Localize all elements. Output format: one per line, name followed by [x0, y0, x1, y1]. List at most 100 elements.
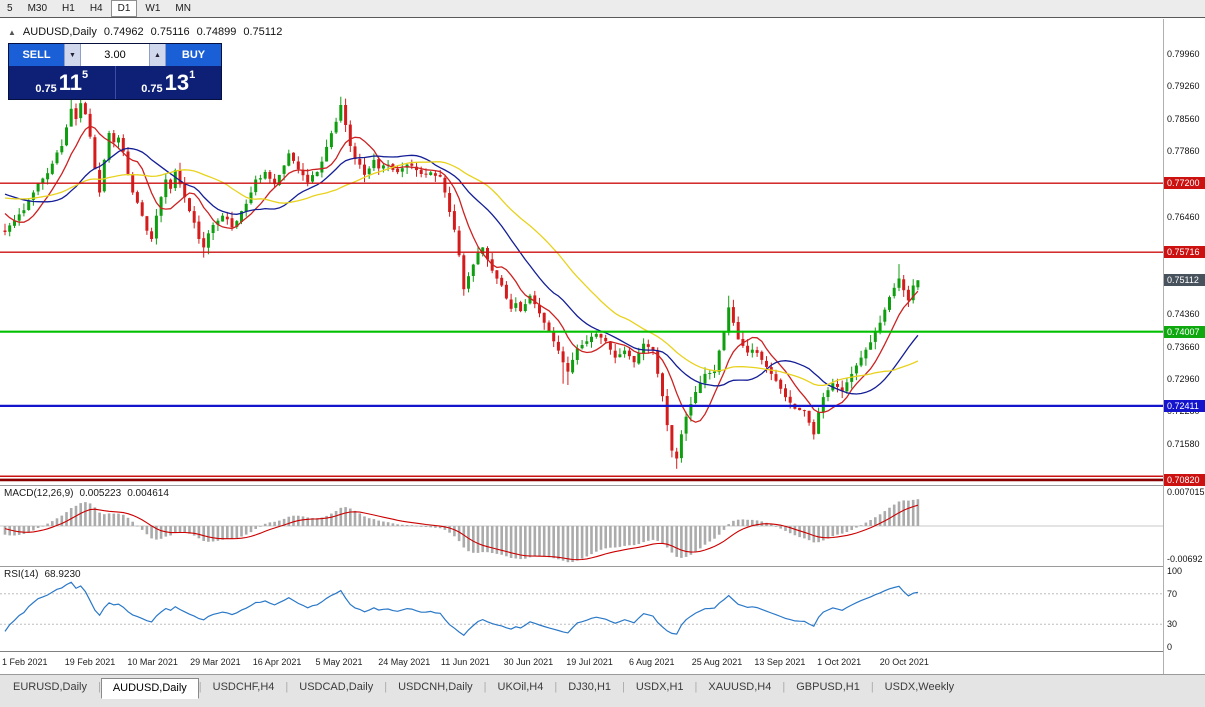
- chart-tab-usdx-weekly[interactable]: USDX,Weekly: [884, 681, 955, 693]
- macd-axis-label: 0.007015: [1167, 487, 1205, 498]
- lot-size-input[interactable]: [81, 44, 149, 66]
- chart-tab-dj30-h1[interactable]: DJ30,H1: [568, 681, 611, 693]
- price-axis-label: 0.78560: [1167, 113, 1200, 124]
- sell-price-sup: 5: [82, 69, 89, 81]
- chart-tab-xauusd-h4[interactable]: XAUUSD,H4: [708, 681, 772, 693]
- price-level-tag[interactable]: 0.72411: [1164, 399, 1205, 412]
- tab-separator: |: [622, 681, 625, 693]
- date-label: 1 Feb 2021: [2, 657, 48, 667]
- chart-tabs: EURUSD,Daily | AUDUSD,Daily | USDCHF,H4 | USDC…: [0, 674, 1205, 707]
- timeframe-button-mn[interactable]: MN: [168, 0, 198, 17]
- tab-separator: |: [483, 681, 487, 693]
- sell-price-prefix: 0.75: [35, 83, 57, 95]
- sell-price-big: 11: [58, 70, 83, 95]
- chart-symbol-label: AUDUSD,Daily: [22, 26, 97, 38]
- tab-separator: |: [285, 681, 289, 693]
- price-axis-label: 0.71580: [1167, 438, 1200, 449]
- timeframe-button-w1[interactable]: W1: [138, 0, 168, 17]
- timeframe-toolbar: 5 M30 H1 H4 D1 W1 MN: [0, 0, 1205, 18]
- rsi-axis-label: 100: [1167, 566, 1183, 576]
- date-label: 24 May 2021: [378, 657, 431, 667]
- tab-separator: |: [554, 681, 558, 693]
- tab-separator: |: [870, 681, 874, 693]
- tab-separator: |: [384, 681, 388, 693]
- date-label: 5 May 2021: [315, 657, 363, 667]
- rsi-axis-label: 0: [1167, 642, 1173, 652]
- buy-price[interactable]: 0.75 13 1: [114, 66, 222, 99]
- lot-decrease-button[interactable]: ▼: [64, 44, 81, 66]
- timeframe-button-d1[interactable]: D1: [110, 0, 138, 17]
- collapse-arrow-icon[interactable]: ▲: [8, 27, 16, 37]
- chart-tab-audusd-daily[interactable]: AUDUSD,Daily: [100, 678, 199, 699]
- panel-separator[interactable]: [0, 566, 1205, 567]
- panel-separator[interactable]: [0, 485, 1205, 486]
- timeframe-button-m30[interactable]: M30: [20, 0, 55, 17]
- tab-separator: |: [97, 681, 101, 693]
- ohlc-low: 0.74899: [196, 26, 237, 38]
- date-label: 25 Aug 2021: [691, 657, 743, 667]
- rsi-value: 68.9230: [44, 569, 81, 580]
- date-label: 30 Jun 2021: [503, 657, 554, 667]
- macd-axis-label: -0.00692: [1167, 554, 1203, 565]
- price-level-tag[interactable]: 0.77200: [1164, 177, 1205, 190]
- ohlc-high: 0.75116: [150, 26, 190, 38]
- time-axis: 1 Feb 2021 19 Feb 2021 10 Mar 2021 29 Mar 2…: [0, 652, 1163, 674]
- tab-separator: |: [198, 681, 202, 693]
- price-axis-label: 0.77860: [1167, 146, 1200, 157]
- chart-tab-usdchf-h4[interactable]: USDCHF,H4: [212, 681, 275, 693]
- date-label: 29 Mar 2021: [190, 657, 241, 667]
- ohlc-open: 0.74962: [103, 26, 144, 38]
- chart-tab-usdcnh-daily[interactable]: USDCNH,Daily: [398, 681, 473, 693]
- date-label: 11 Jun 2021: [440, 657, 490, 667]
- date-label: 13 Sep 2021: [754, 657, 806, 667]
- timeframe-button-h1[interactable]: H1: [55, 0, 82, 17]
- buy-price-big: 13: [164, 70, 190, 95]
- date-label: 6 Aug 2021: [629, 657, 675, 667]
- price-level-tag[interactable]: 0.75716: [1164, 246, 1205, 259]
- time-axis-separator: [0, 651, 1205, 652]
- buy-price-sup: 1: [189, 69, 196, 81]
- chart-window: ▲ AUDUSD,Daily 0.74962 0.75116 0.74899 0…: [0, 19, 1205, 674]
- price-level-tag[interactable]: 0.75112: [1164, 274, 1205, 287]
- date-label: 16 Apr 2021: [252, 657, 302, 667]
- price-axis-label: 0.79260: [1167, 81, 1200, 92]
- chart-tab-usdx-h1[interactable]: USDX,H1: [635, 681, 684, 693]
- date-label: 1 Oct 2021: [817, 657, 862, 667]
- price-chart[interactable]: [0, 19, 1163, 485]
- rsi-label: RSI(14) 68.9230: [4, 569, 81, 580]
- macd-label: MACD(12,26,9) 0.005223 0.004614: [4, 488, 169, 499]
- rsi-axis-label: 70: [1167, 588, 1178, 599]
- tab-separator: |: [694, 681, 698, 693]
- price-level-tag[interactable]: 0.70820: [1164, 473, 1205, 486]
- timeframe-button-5[interactable]: 5: [0, 0, 20, 17]
- buy-button[interactable]: BUY: [166, 44, 221, 66]
- buy-price-prefix: 0.75: [141, 83, 163, 95]
- chart-tab-usdcad-daily[interactable]: USDCAD,Daily: [299, 681, 374, 693]
- timeframe-button-h4[interactable]: H4: [82, 0, 110, 17]
- rsi-axis-label: 30: [1167, 619, 1178, 630]
- trade-controls-row: SELL ▼ ▲ BUY: [9, 44, 221, 66]
- ohlc-close: 0.75112: [243, 26, 283, 38]
- price-axis-label: 0.73660: [1167, 341, 1200, 352]
- lot-increase-button[interactable]: ▲: [149, 44, 166, 66]
- price-axis-label: 0.76460: [1167, 211, 1200, 222]
- chart-tab-ukoil-h4[interactable]: UKOil,H4: [497, 681, 544, 693]
- sell-price[interactable]: 0.75 11 5: [9, 66, 115, 99]
- chart-tab-gbpusd-h1[interactable]: GBPUSD,H1: [796, 681, 860, 693]
- macd-main-value: 0.005223: [79, 488, 122, 499]
- tab-separator: |: [782, 681, 786, 693]
- date-label: 20 Oct 2021: [879, 657, 929, 667]
- price-axis: 0.79960 0.79260 0.78560 0.77860 0.76460 0.743…: [1163, 19, 1205, 674]
- chart-tab-eurusd-daily[interactable]: EURUSD,Daily: [13, 681, 87, 693]
- macd-signal-value: 0.004614: [127, 488, 169, 499]
- date-label: 19 Feb 2021: [64, 657, 116, 667]
- one-click-trading-panel: SELL ▼ ▲ BUY 0.75 11 5 0.75 13 1: [8, 43, 222, 100]
- trade-prices-row: 0.75 11 5 0.75 13 1: [9, 66, 221, 99]
- macd-panel[interactable]: [0, 486, 1163, 566]
- rsi-panel[interactable]: [0, 567, 1163, 651]
- sell-button[interactable]: SELL: [9, 44, 64, 66]
- macd-name: MACD(12,26,9): [4, 488, 74, 499]
- date-label: 10 Mar 2021: [127, 657, 178, 667]
- price-level-tag[interactable]: 0.74007: [1164, 325, 1205, 338]
